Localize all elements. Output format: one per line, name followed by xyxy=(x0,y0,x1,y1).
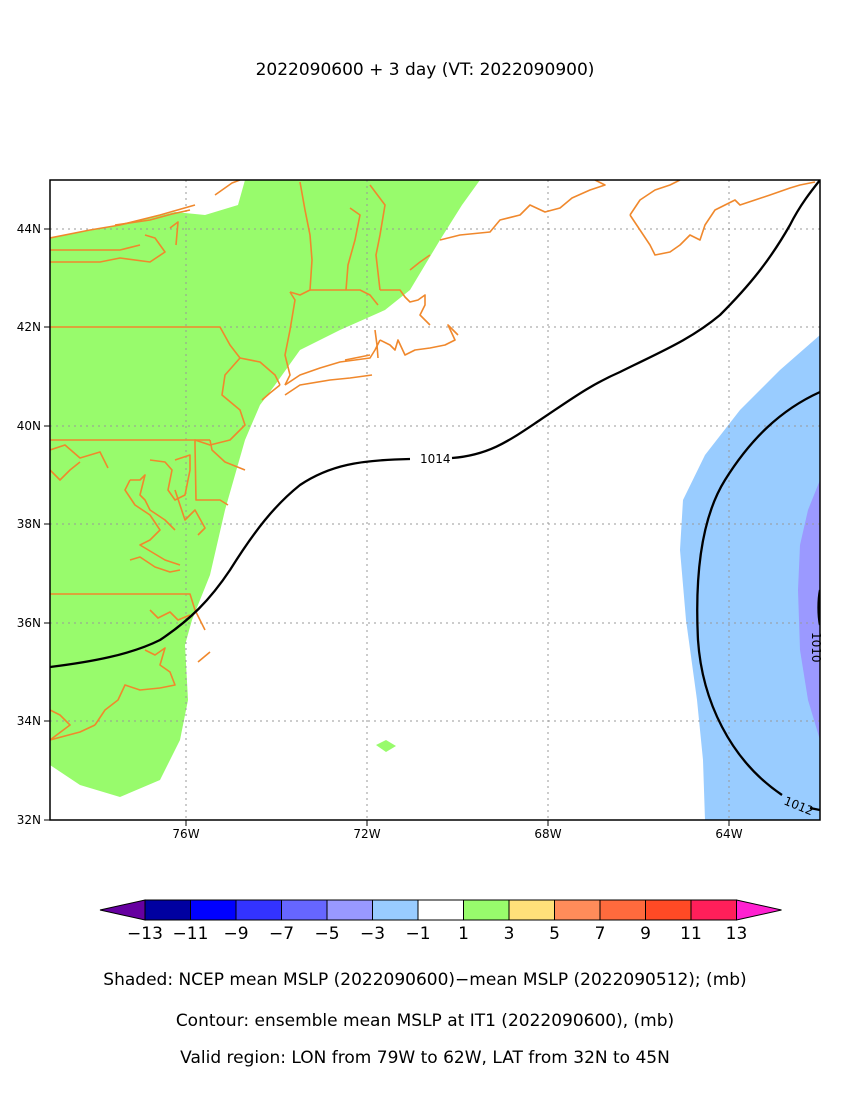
positive-anomaly-land-shading xyxy=(50,180,480,797)
lon-tick-label: 64W xyxy=(715,827,742,841)
coastlines-and-boundaries xyxy=(50,180,816,741)
colorbar-label: 11 xyxy=(680,924,702,944)
lat-tick-label: 44N xyxy=(17,222,41,236)
negative-anomaly-shading-1-3 xyxy=(680,335,820,820)
lon-tick-labels: 76W 72W 68W 64W xyxy=(172,827,742,841)
colorbar: −13 −11 −9 −7 −5 −3 −1 1 3 5 7 9 11 13 xyxy=(99,899,782,944)
lon-tick-label: 72W xyxy=(353,827,380,841)
colorbar-segment xyxy=(599,899,646,921)
positive-anomaly-patch xyxy=(376,740,396,752)
contour-1012 xyxy=(696,390,820,812)
caption-shaded: Shaded: NCEP mean MSLP (2022090600)−mean… xyxy=(103,970,747,990)
colorbar-label: −3 xyxy=(360,924,385,944)
colorbar-label: 9 xyxy=(640,924,651,944)
colorbar-segment xyxy=(190,899,237,921)
map-title: 2022090600 + 3 day (VT: 2022090900) xyxy=(255,60,595,80)
lon-tick-label: 76W xyxy=(172,827,199,841)
colorbar-label: 13 xyxy=(726,924,748,944)
colorbar-label: 3 xyxy=(504,924,515,944)
colorbar-segment xyxy=(645,899,692,921)
mslp-contours xyxy=(50,180,820,812)
contour-label-1010: 1010 xyxy=(809,632,823,663)
lat-tick-labels: 32N 34N 36N 38N 40N 42N 44N xyxy=(17,222,41,827)
gridlines xyxy=(50,180,820,820)
colorbar-segment xyxy=(554,899,601,921)
colorbar-segment xyxy=(690,899,737,921)
colorbar-label: 7 xyxy=(595,924,606,944)
caption-contour: Contour: ensemble mean MSLP at IT1 (2022… xyxy=(175,1011,675,1031)
colorbar-low-arrow xyxy=(99,899,146,921)
lon-tick-label: 68W xyxy=(534,827,561,841)
colorbar-segment xyxy=(372,899,419,921)
colorbar-segment xyxy=(281,899,328,921)
lat-tick-label: 42N xyxy=(17,320,41,334)
colorbar-label: −13 xyxy=(127,924,163,944)
colorbar-segment xyxy=(144,899,191,921)
colorbar-segment xyxy=(463,899,510,921)
lat-tick-label: 40N xyxy=(17,419,41,433)
lat-tick-label: 36N xyxy=(17,616,41,630)
colorbar-segment xyxy=(326,899,373,921)
colorbar-segment xyxy=(417,899,464,921)
tick-marks xyxy=(44,228,730,826)
colorbar-label: 1 xyxy=(458,924,469,944)
contour-1014 xyxy=(50,180,820,669)
colorbar-label: −11 xyxy=(173,924,209,944)
plot-frame xyxy=(49,179,821,821)
colorbar-high-arrow xyxy=(736,899,782,921)
lat-tick-label: 32N xyxy=(17,813,41,827)
weather-map: 1014 1012 1010 76W 72W 68W 64W 32N 34N 3… xyxy=(17,179,823,944)
contour-label-1014: 1014 xyxy=(420,452,451,466)
colorbar-segment xyxy=(235,899,282,921)
colorbar-label: −1 xyxy=(405,924,430,944)
colorbar-label: −5 xyxy=(314,924,339,944)
negative-anomaly-shading-3-5 xyxy=(798,480,820,740)
lat-tick-label: 34N xyxy=(17,714,41,728)
colorbar-label: −9 xyxy=(223,924,248,944)
colorbar-segment xyxy=(508,899,555,921)
lat-tick-label: 38N xyxy=(17,517,41,531)
caption-region: Valid region: LON from 79W to 62W, LAT f… xyxy=(180,1048,670,1068)
colorbar-label: 5 xyxy=(549,924,560,944)
colorbar-label: −7 xyxy=(269,924,294,944)
